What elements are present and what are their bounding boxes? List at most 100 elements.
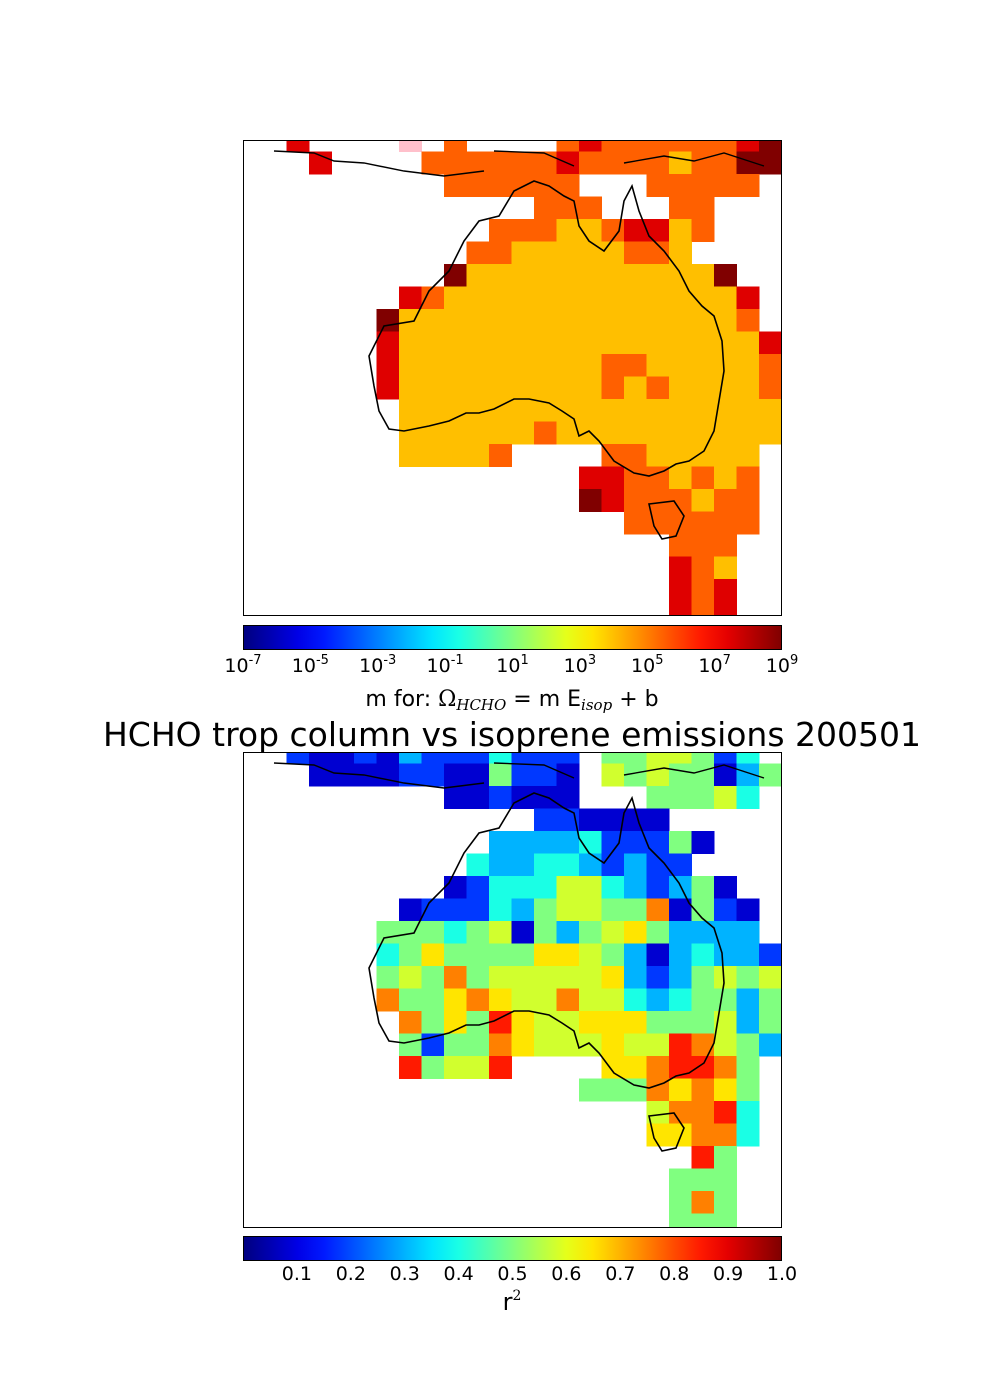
r2-cell [399, 988, 422, 1012]
r2-cell [624, 1011, 647, 1034]
slope-cell [556, 399, 580, 422]
slope-cell [646, 141, 670, 152]
r2-cell [534, 876, 557, 899]
r2-cell [624, 1078, 647, 1102]
r2-cell [511, 943, 535, 967]
slope-cell [736, 354, 760, 377]
slope-cell [669, 331, 692, 355]
r2-cell [489, 966, 512, 989]
slope-cell [601, 399, 625, 422]
slope-cell [691, 489, 715, 512]
slope-cell [534, 151, 557, 175]
slope-cell [489, 241, 512, 265]
slope-cell [466, 376, 490, 400]
r2-cell [669, 1191, 692, 1214]
r2-cell [534, 898, 557, 922]
slope-tick-label: 10-3 [359, 653, 397, 677]
r2-cell [714, 1213, 737, 1227]
slope-cell [736, 331, 760, 355]
slope-cell [511, 309, 535, 332]
r2-cell [489, 763, 512, 787]
slope-cell [646, 376, 670, 400]
r2-cell [534, 753, 557, 764]
slope-cell [691, 286, 715, 310]
r2-cell [466, 1033, 490, 1057]
r2-cell [691, 1101, 715, 1124]
r2-cell [421, 1011, 445, 1034]
slope-cell [624, 241, 647, 265]
r2-cell [399, 943, 422, 967]
slope-tick-label: 103 [563, 653, 597, 677]
r2-cell [736, 966, 760, 989]
slope-cell [489, 444, 512, 467]
slope-cell [691, 196, 715, 220]
r2-cell [624, 966, 647, 989]
slope-cell [579, 489, 602, 512]
slope-cell [556, 219, 580, 242]
slope-cell [534, 241, 557, 265]
r2-cell [444, 898, 467, 922]
r2-cell [624, 876, 647, 899]
slope-cell [759, 399, 781, 422]
r2-cell [444, 876, 467, 899]
r2-cell [691, 876, 715, 899]
slope-cell [601, 466, 625, 490]
r2-cell [556, 753, 580, 764]
slope-cell [579, 376, 602, 400]
slope-cell [759, 354, 781, 377]
slope-cell [646, 309, 670, 332]
slope-cell [399, 399, 422, 422]
r2-cell [714, 1078, 737, 1102]
r2-cell [601, 1078, 625, 1102]
r2-cell [466, 1011, 490, 1034]
r2-cell [691, 898, 715, 922]
r2-cell [556, 988, 580, 1012]
r2-tick-label: 0.8 [659, 1263, 690, 1285]
slope-cell [624, 376, 647, 400]
slope-cell [624, 489, 647, 512]
r2-cell [421, 921, 445, 944]
slope-cell [736, 286, 760, 310]
slope-cell [736, 444, 760, 467]
r2-cell [669, 853, 692, 877]
r2-cell [736, 1078, 760, 1102]
slope-cell [444, 331, 467, 355]
r2-cell [511, 1033, 535, 1057]
slope-cell [601, 354, 625, 377]
slope-cell [669, 421, 692, 445]
slope-cell [669, 489, 692, 512]
slope-cell [691, 579, 715, 602]
slope-cell [646, 421, 670, 445]
slope-cell [669, 556, 692, 580]
slope-map-panel [243, 140, 782, 616]
r2-cell [624, 753, 647, 764]
slope-cell [444, 151, 467, 175]
r2-cell [601, 943, 625, 967]
coastline [648, 500, 685, 540]
r2-cell [601, 966, 625, 989]
r2-cell [556, 898, 580, 922]
r2-cell [669, 1168, 692, 1192]
r2-cell [669, 988, 692, 1012]
r2-cell [669, 763, 692, 787]
slope-cell [579, 466, 602, 490]
r2-cell [556, 831, 580, 854]
r2-tick-label: 0.9 [712, 1263, 744, 1285]
r2-cell [601, 876, 625, 899]
slope-cell [669, 219, 692, 242]
slope-cell [669, 141, 692, 152]
r2-tick-label: 0.5 [497, 1263, 528, 1285]
r2-cell [534, 966, 557, 989]
r2-cell [691, 753, 715, 764]
label-mid: = m E [506, 687, 582, 712]
slope-cell [624, 309, 647, 332]
r2-cell [669, 921, 692, 944]
r2-cell [669, 966, 692, 989]
slope-cell [646, 354, 670, 377]
slope-cell [286, 141, 310, 152]
r2-cell [691, 1056, 715, 1079]
slope-cell [646, 399, 670, 422]
r2-cell [669, 1033, 692, 1057]
slope-cell [399, 444, 422, 467]
slope-cell [466, 151, 490, 175]
